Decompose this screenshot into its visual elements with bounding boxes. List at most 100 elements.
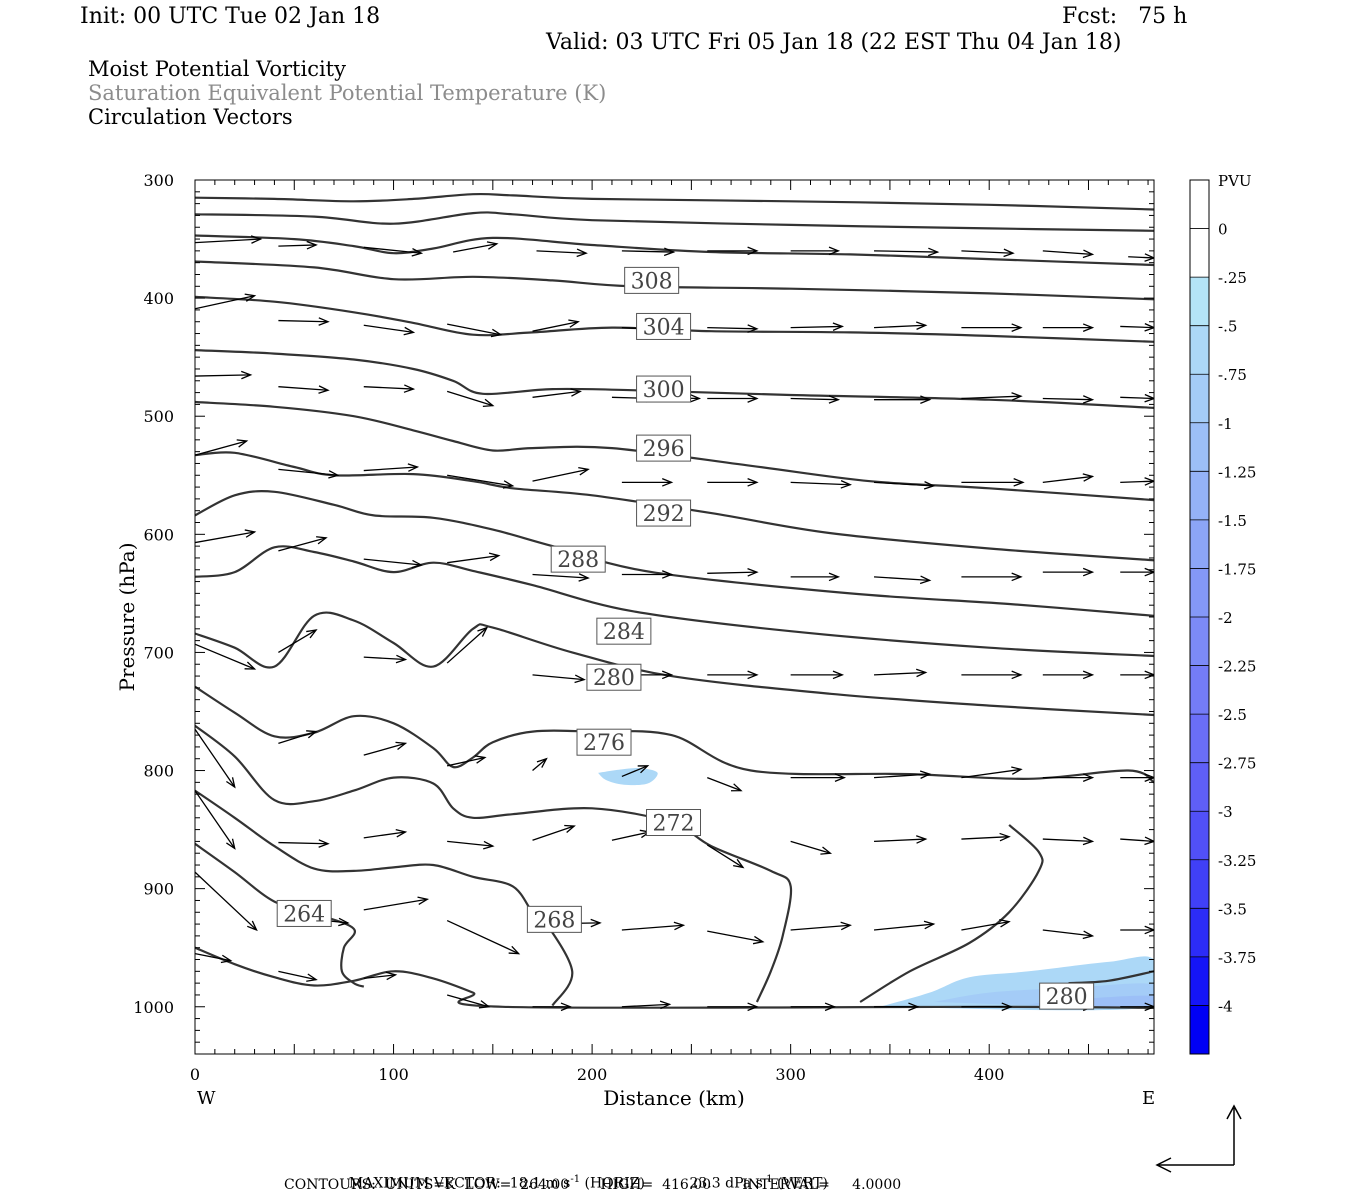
contour-label: 280 [1039,982,1095,1010]
colorbar-swatch [1190,908,1209,957]
circulation-vector [1120,393,1154,403]
theta-es-contour [195,295,1154,343]
theta-es-contour [195,234,1154,267]
circulation-vector [961,1002,1013,1012]
init-time: Init: 00 UTC Tue 02 Jan 18 [80,4,381,29]
contour-value: 276 [583,731,625,756]
colorbar-swatch [1190,277,1209,326]
colorbar-swatch [1190,665,1209,715]
circulation-vector [1042,567,1095,577]
circulation-vector [874,668,928,678]
circulation-vector [790,921,852,931]
colorbar-swatch [1190,325,1209,375]
circulation-vector [621,570,674,579]
x-tick-label: 100 [378,1065,409,1084]
colorbar-label: -2 [1218,609,1233,627]
theta-es-contour [195,685,1154,784]
colorbar-label: -1.5 [1218,512,1247,530]
circulation-vector [621,1000,672,1010]
circulation-vector [621,478,674,487]
circulation-vector [278,730,318,744]
y-tick-label: 700 [143,643,174,662]
vert-exp: -1 [762,1174,773,1185]
contour-value: 288 [557,548,599,573]
circulation-vector [278,629,318,653]
colorbar-swatch [1190,180,1209,229]
circulation-vector [447,840,495,850]
contour-value: 280 [1046,985,1088,1010]
circulation-vector [195,529,257,544]
x-axis-label: Distance (km) [603,1086,745,1110]
theta-es-contour [195,611,1154,717]
circulation-vector [874,575,932,585]
contour-label: 284 [596,617,652,645]
circulation-vector [1042,773,1095,782]
circulation-vector [1042,670,1095,680]
circulation-vector [532,757,548,772]
colorbar-swatch [1190,519,1209,569]
circulation-vector [447,323,503,338]
circulation-vector [961,248,1015,258]
contour-label: 272 [646,809,702,837]
contour-value: 308 [631,269,673,294]
contour-label: 296 [636,434,692,462]
circulation-vector [532,388,582,398]
circulation-vector [363,246,424,257]
y-tick-label: 500 [143,407,174,426]
contour-value: 292 [643,502,685,527]
x-tick-label: 300 [775,1065,806,1084]
circulation-vector [452,241,499,253]
circulation-vector [536,248,588,258]
circulation-vector [447,552,501,564]
circulation-vector [961,323,1023,332]
circulation-vector [1042,395,1095,404]
west-label: W [197,1088,216,1109]
circulation-vector [707,394,759,403]
colorbar-label: -.5 [1218,318,1237,336]
circulation-vector [363,384,416,393]
contour-value: 296 [643,437,685,462]
circulation-vector [363,558,424,569]
circulation-vector [195,293,257,310]
colorbar-label: -3 [1218,803,1233,821]
contour-label: 268 [526,905,582,933]
max-vector-label: MAXIMUM VECTOR: [348,1175,501,1192]
circulation-vector [1120,323,1154,332]
theta-es-contour [195,451,1154,562]
theta-es-contour [195,349,1154,409]
circulation-vector [961,766,1023,779]
circulation-vector [447,755,487,767]
circulation-vector [447,474,515,489]
circulation-vector [1042,249,1095,259]
circulation-vector [532,674,586,684]
colorbar-label: -2.75 [1218,755,1256,773]
title-mpv: Moist Potential Vorticity [88,57,346,81]
colorbar-title: PVU [1218,172,1252,190]
circulation-vector [278,536,328,552]
circulation-vector [532,319,580,332]
circulation-vector [446,994,491,1009]
circulation-vector [874,1002,920,1012]
circulation-vector [790,322,845,331]
circulation-vector [1042,929,1095,940]
circulation-vector [446,390,495,408]
circulation-vector [532,573,590,582]
colorbar-label: -2.25 [1218,658,1256,676]
circulation-vector [706,844,745,869]
y-tick-label: 600 [143,525,174,544]
contour-label: 308 [624,266,680,294]
circulation-vector [707,670,759,680]
circulation-vector [707,568,759,577]
circulation-vector [790,670,845,680]
circulation-vector [621,247,676,257]
circulation-vector [707,478,759,487]
colorbar-swatch [1190,762,1209,812]
x-tick-label: 400 [974,1065,1005,1084]
theta-es-contour [195,192,1154,211]
reference-vector-icon [1155,1104,1242,1173]
contour-label: 304 [636,312,692,340]
colorbar-label: -1 [1218,415,1233,433]
circulation-vector [707,930,765,945]
horiz-unit: (HORIZ) [584,1175,645,1192]
colorbar-swatch [1190,228,1209,278]
